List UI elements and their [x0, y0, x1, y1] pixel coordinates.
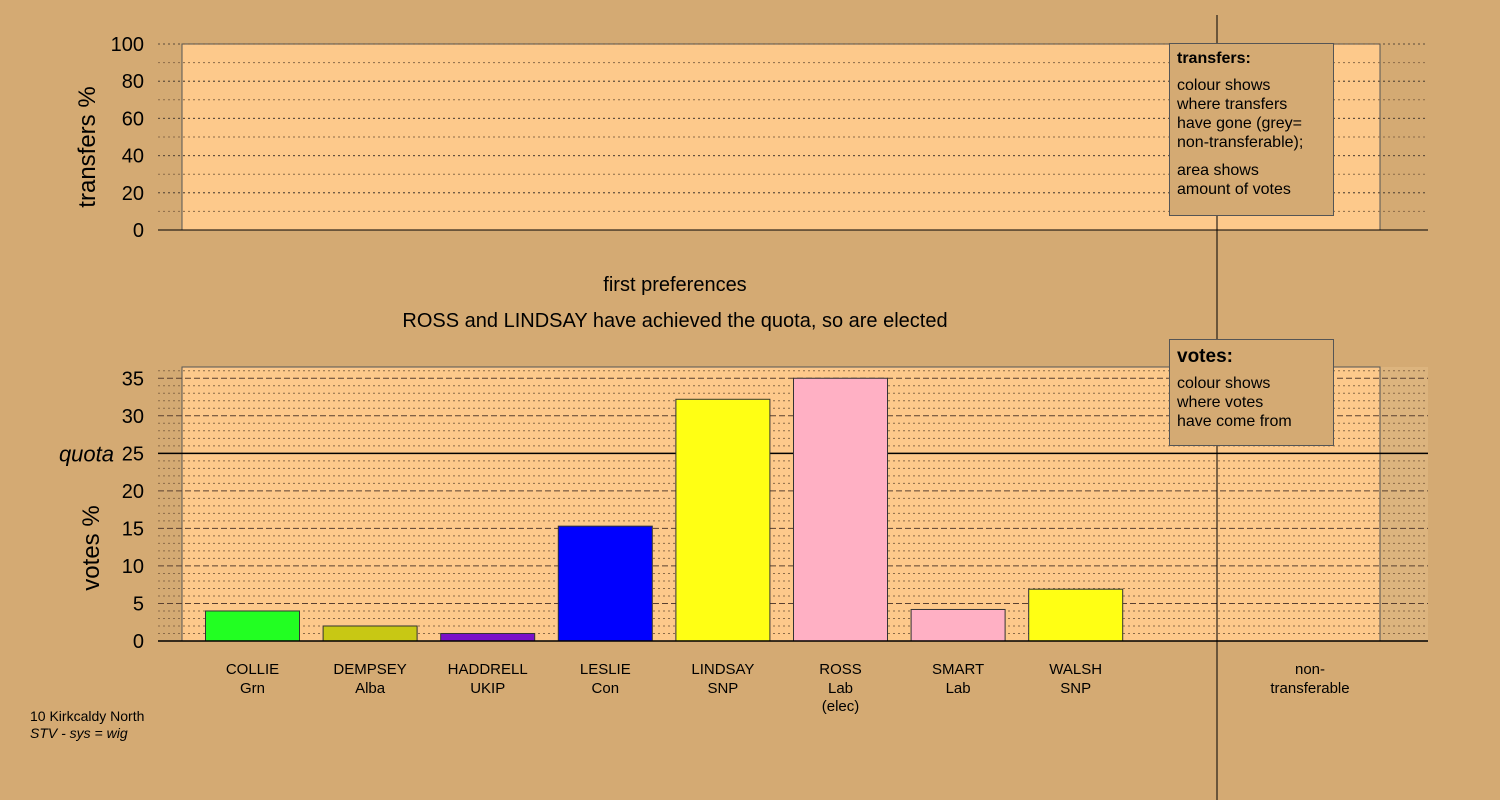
bar-lindsay — [675, 398, 771, 642]
votes-tick-label: 20 — [122, 481, 144, 503]
candidate-name-label: HADDRELL — [448, 661, 528, 678]
transfers-legend-text: colour shows where transfers have gone (… — [1177, 76, 1326, 199]
candidate-name-label: DEMPSEY — [333, 661, 406, 678]
candidate-name-label: LINDSAY — [691, 661, 754, 678]
transfers-legend: transfers: colour shows where transfers … — [1169, 43, 1334, 216]
votes-legend-text: colour shows where votes have come from — [1177, 374, 1326, 431]
legend-line: colour shows — [1177, 375, 1271, 392]
party-label: Grn — [240, 680, 265, 697]
transfers-legend-title: transfers: — [1177, 50, 1251, 67]
chart-title: first preferences — [603, 274, 746, 296]
legend-line: where votes — [1177, 394, 1264, 411]
transfers-tick-label: 80 — [122, 71, 144, 93]
bar-haddrell — [440, 632, 536, 642]
nontransferable-label: non- — [1295, 661, 1325, 678]
chart-subtitle: ROSS and LINDSAY have achieved the quota… — [402, 310, 947, 332]
bar-dempsey — [322, 625, 418, 642]
bar-collie — [205, 610, 300, 642]
votes-tick-label: 30 — [122, 406, 144, 428]
transfers-tick-label: 100 — [111, 34, 144, 56]
bar-smart — [910, 608, 1006, 642]
candidate-name-label: ROSS — [819, 661, 862, 678]
votes-legend-title: votes: — [1177, 346, 1233, 367]
elected-note-label: (elec) — [822, 698, 860, 715]
quota-label: quota — [59, 441, 114, 466]
legend-line: area shows — [1177, 162, 1259, 179]
votes-axis-label: votes % — [78, 505, 105, 590]
legend-line: have gone (grey= — [1177, 115, 1302, 132]
candidate-name-label: SMART — [932, 661, 984, 678]
candidate-name-label: WALSH — [1049, 661, 1102, 678]
party-label: SNP — [707, 680, 738, 697]
candidate-name-label: LESLIE — [580, 661, 631, 678]
votes-tick-label: 25 — [122, 443, 144, 465]
bar-walsh — [1028, 588, 1124, 642]
party-label: Lab — [828, 680, 853, 697]
votes-tick-label: 35 — [122, 368, 144, 390]
transfers-tick-label: 60 — [122, 108, 144, 130]
party-label: Lab — [946, 680, 971, 697]
votes-legend: votes: colour shows where votes have com… — [1169, 339, 1334, 446]
party-label: UKIP — [470, 680, 505, 697]
legend-line: amount of votes — [1177, 181, 1291, 198]
transfers-axis-label: transfers % — [74, 86, 101, 207]
bar-leslie — [557, 525, 653, 642]
transfers-tick-label: 40 — [122, 146, 144, 168]
nontransferable-label: transferable — [1270, 680, 1349, 697]
legend-line: non-transferable); — [1177, 134, 1304, 151]
party-label: Con — [592, 680, 620, 697]
transfers-tick-label: 0 — [133, 220, 144, 242]
votes-tick-label: 5 — [133, 593, 144, 615]
footer: 10 Kirkcaldy North STV - sys = wig — [30, 708, 144, 742]
constituency-label: 10 Kirkcaldy North — [30, 708, 145, 724]
votes-tick-label: 10 — [122, 556, 144, 578]
party-label: Alba — [355, 680, 386, 697]
party-label: SNP — [1060, 680, 1091, 697]
legend-line: where transfers — [1177, 96, 1288, 113]
candidate-name-label: COLLIE — [226, 661, 279, 678]
bar-ross — [793, 377, 888, 642]
system-label: STV - sys = wig — [30, 725, 128, 741]
votes-tick-label: 15 — [122, 518, 144, 540]
legend-line: have come from — [1177, 413, 1292, 430]
legend-line: colour shows — [1177, 77, 1271, 94]
transfers-tick-label: 20 — [122, 183, 144, 205]
votes-tick-label: 0 — [133, 631, 144, 653]
